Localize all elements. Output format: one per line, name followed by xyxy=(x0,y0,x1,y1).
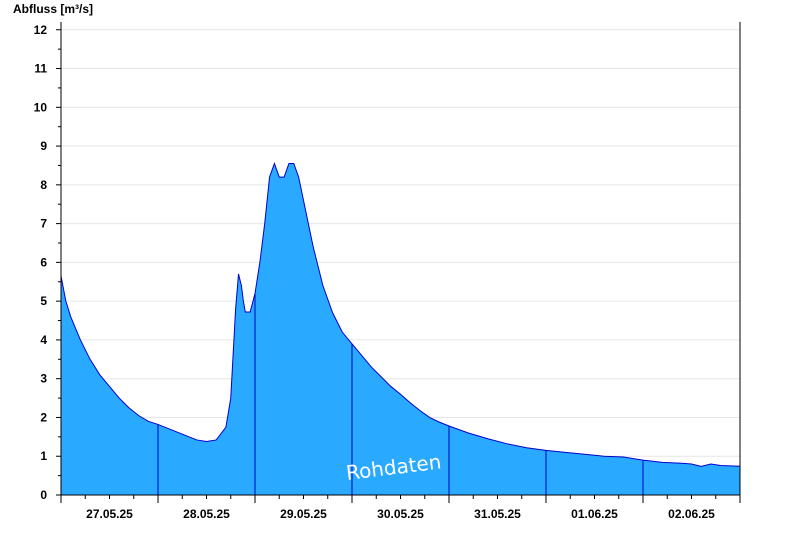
x-tick-label-31.05.25: 31.05.25 xyxy=(474,507,521,521)
y-tick-label-8: 8 xyxy=(40,178,47,192)
x-axis-ticks: 27.05.25 28.05.25 29.05.25 30.05.25 31.05.25… xyxy=(60,495,741,521)
day-boundary-lines xyxy=(157,293,644,495)
y-tick-label-1: 1 xyxy=(40,449,47,463)
x-tick-label-01.06.25: 01.06.25 xyxy=(571,507,618,521)
grid-lines xyxy=(61,29,740,457)
x-tick-label-27.05.25: 27.05.25 xyxy=(86,507,133,521)
y-tick-label-6: 6 xyxy=(40,255,47,269)
x-tick-label-28.05.25: 28.05.25 xyxy=(183,507,230,521)
area-fill xyxy=(61,163,740,495)
series-area xyxy=(60,162,741,495)
y-axis-label: Abfluss [m³/s] xyxy=(13,2,94,16)
series-line xyxy=(60,162,741,467)
y-tick-label-0: 0 xyxy=(40,488,47,502)
y-tick-label-7: 7 xyxy=(40,217,47,231)
y-tick-label-12: 12 xyxy=(34,23,48,37)
y-tick-label-9: 9 xyxy=(40,139,47,153)
y-tick-label-4: 4 xyxy=(40,333,47,347)
x-tick-label-02.06.25: 02.06.25 xyxy=(668,507,715,521)
y-tick-label-3: 3 xyxy=(40,372,47,386)
x-tick-label-29.05.25: 29.05.25 xyxy=(280,507,327,521)
y-tick-label-5: 5 xyxy=(40,294,47,308)
y-tick-label-10: 10 xyxy=(34,100,48,114)
y-tick-label-2: 2 xyxy=(40,410,47,424)
y-tick-label-11: 11 xyxy=(34,62,47,76)
x-tick-label-30.05.25: 30.05.25 xyxy=(377,507,424,521)
